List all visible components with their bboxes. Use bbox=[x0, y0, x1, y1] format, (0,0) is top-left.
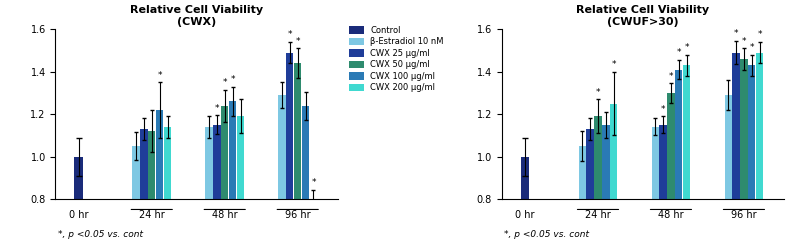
Bar bbox=[310, 199, 317, 243]
Bar bbox=[741, 59, 748, 243]
Text: *: * bbox=[230, 75, 235, 84]
Text: *: * bbox=[734, 29, 738, 38]
Bar bbox=[756, 52, 763, 243]
Bar bbox=[652, 127, 659, 243]
Text: *: * bbox=[223, 78, 227, 87]
Bar bbox=[594, 116, 602, 243]
Text: *: * bbox=[661, 105, 665, 114]
Bar bbox=[733, 52, 740, 243]
Bar bbox=[205, 127, 212, 243]
Text: *: * bbox=[668, 72, 673, 81]
Text: *: * bbox=[295, 37, 300, 46]
Bar bbox=[579, 146, 586, 243]
Legend: Control, β-Estradiol 10 nM, CWX 25 μg/ml, CWX 50 μg/ml, CWX 100 μg/ml, CWX 200 μ: Control, β-Estradiol 10 nM, CWX 25 μg/ml… bbox=[348, 25, 444, 93]
Text: *: * bbox=[215, 104, 219, 113]
Bar bbox=[229, 102, 236, 243]
Bar bbox=[156, 110, 163, 243]
Bar bbox=[221, 106, 228, 243]
Bar bbox=[610, 104, 618, 243]
Text: *: * bbox=[158, 71, 162, 80]
Bar bbox=[302, 106, 309, 243]
Bar bbox=[660, 125, 667, 243]
Bar bbox=[164, 127, 171, 243]
Text: *: * bbox=[757, 30, 762, 39]
Text: *: * bbox=[749, 43, 754, 52]
Text: *: * bbox=[311, 178, 316, 187]
Bar bbox=[148, 131, 155, 243]
Text: *, p <0.05 vs. cont: *, p <0.05 vs. cont bbox=[505, 230, 589, 239]
Bar bbox=[520, 157, 529, 243]
Bar bbox=[748, 65, 756, 243]
Text: *, p <0.05 vs. cont: *, p <0.05 vs. cont bbox=[59, 230, 143, 239]
Bar bbox=[725, 95, 732, 243]
Title: Relative Cell Viability
(CWX): Relative Cell Viability (CWX) bbox=[130, 5, 263, 27]
Bar bbox=[602, 125, 610, 243]
Bar bbox=[586, 129, 594, 243]
Bar bbox=[74, 157, 83, 243]
Bar bbox=[213, 125, 220, 243]
Bar bbox=[683, 65, 691, 243]
Bar bbox=[668, 93, 675, 243]
Text: *: * bbox=[596, 88, 600, 97]
Bar bbox=[294, 63, 302, 243]
Bar bbox=[286, 52, 294, 243]
Bar bbox=[132, 146, 139, 243]
Bar bbox=[237, 116, 244, 243]
Title: Relative Cell Viability
(CWUF>30): Relative Cell Viability (CWUF>30) bbox=[577, 5, 710, 27]
Bar bbox=[676, 69, 683, 243]
Bar bbox=[278, 95, 286, 243]
Text: *: * bbox=[287, 30, 292, 39]
Text: *: * bbox=[741, 37, 746, 46]
Text: *: * bbox=[684, 43, 689, 52]
Text: *: * bbox=[611, 60, 616, 69]
Bar bbox=[140, 129, 147, 243]
Text: *: * bbox=[676, 48, 681, 57]
